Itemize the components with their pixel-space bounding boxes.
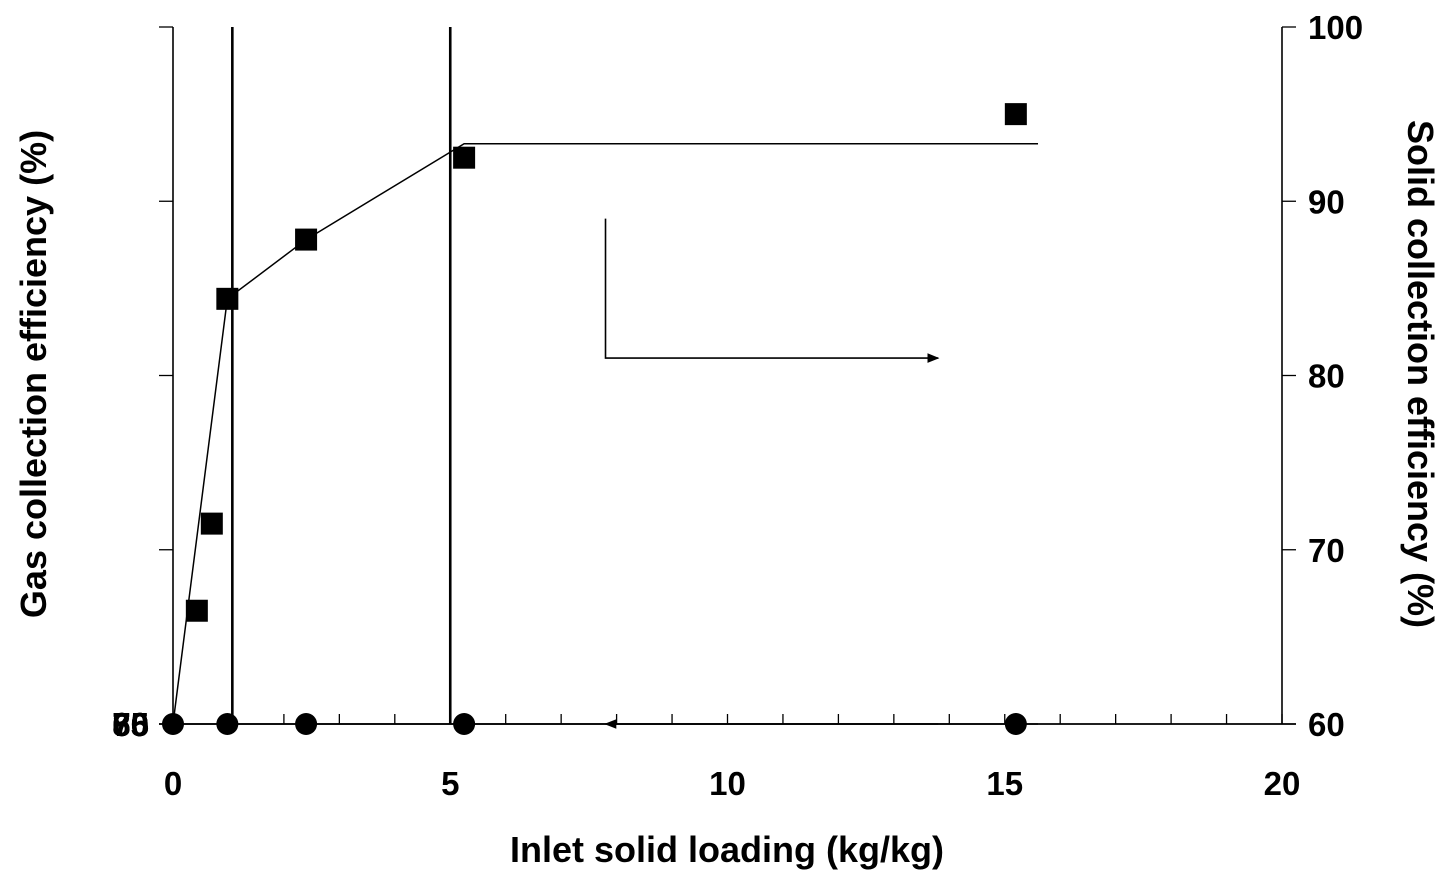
right-y-tick-label: 90 [1308,183,1345,220]
plot-area [159,26,1296,725]
x-tick-label: 0 [164,765,182,802]
x-tick-label: 20 [1264,765,1301,802]
arrow-right [604,218,940,363]
circle-marker [295,713,318,735]
circle-marker [216,713,239,735]
left-axis-title: Gas collection efficiency (%) [13,130,54,618]
right-y-tick-label: 80 [1308,358,1345,395]
square-marker [1004,103,1027,126]
x-tick-label: 5 [441,765,459,802]
right-y-tick-label: 70 [1308,532,1345,569]
right-y-tick-label: 60 [1308,706,1345,743]
right-y-tick-label: 100 [1308,9,1363,46]
square-marker [185,599,208,622]
square-marker [200,512,223,535]
left-y-tick-label: 60 [112,706,149,743]
circle-marker [1004,713,1027,735]
square-marker [295,228,318,251]
left-y-tick-label: 75 [112,706,149,743]
series-markers [162,103,1027,735]
square-marker [216,287,239,310]
circle-marker [453,713,476,735]
x-axis-title: Inlet solid loading (kg/kg) [510,829,944,870]
left-y-tick-label: 65 [112,706,149,743]
x-tick-label: 15 [986,765,1023,802]
left-y-tick-label: 80 [112,706,149,743]
right-axis-title: Solid collection efficiency (%) [1400,120,1441,628]
x-tick-label: 10 [709,765,746,802]
left-y-tick-label: 70 [112,706,149,743]
circle-marker [162,713,184,735]
square-marker [453,146,476,169]
